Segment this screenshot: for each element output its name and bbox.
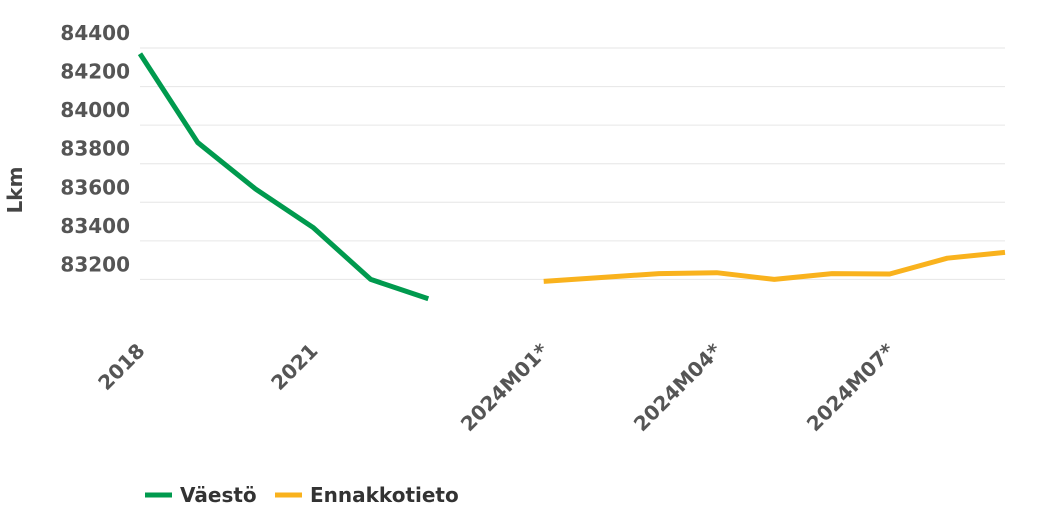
x-tick-label: 2024M07* [802,338,900,436]
y-tick-label: 84000 [60,98,130,122]
series-line-vaesto [137,52,430,302]
series-line-ennakkotieto [543,249,1006,284]
x-axis-ticks: 2018 2021 2024M01* 2024M04* 2024M07* [93,338,899,436]
legend: Väestö Ennakkotieto [145,483,459,507]
x-tick-label: 2021 [266,339,322,395]
y-tick-label: 83200 [60,252,130,276]
y-axis-label: Lkm [3,167,27,214]
y-tick-label: 83600 [60,175,130,199]
legend-label-vaesto: Väestö [180,483,257,507]
y-tick-label: 84400 [60,21,130,45]
y-tick-label: 84200 [60,60,130,84]
series-lines [137,52,1006,302]
y-tick-label: 83400 [60,214,130,238]
y-tick-label: 83800 [60,137,130,161]
y-axis-ticks: 83200 83400 83600 83800 84000 84200 84400 [60,21,130,276]
x-tick-label: 2024M01* [456,338,554,436]
legend-label-ennakkotieto: Ennakkotieto [310,483,459,507]
gridlines [140,47,1005,280]
x-tick-label: 2024M04* [629,338,727,436]
x-tick-label: 2018 [93,339,149,395]
